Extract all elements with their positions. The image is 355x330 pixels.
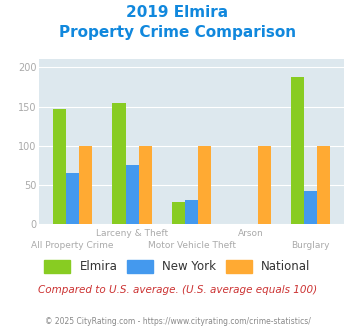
Bar (113, 103, 126, 224)
Legend: Elmira, New York, National: Elmira, New York, National (40, 255, 315, 278)
Text: Larceny & Theft: Larceny & Theft (96, 229, 168, 238)
Text: © 2025 CityRating.com - https://www.cityrating.com/crime-statistics/: © 2025 CityRating.com - https://www.city… (45, 317, 310, 326)
Text: Arson: Arson (239, 229, 264, 238)
Bar (291, 78, 304, 224)
Bar (198, 146, 211, 224)
Bar (304, 191, 317, 224)
Text: Burglary: Burglary (291, 241, 330, 250)
Bar (79, 146, 92, 224)
Text: All Property Crime: All Property Crime (31, 241, 114, 250)
Bar (66, 173, 79, 224)
Bar (53, 109, 66, 224)
Bar (172, 202, 185, 224)
Bar (126, 165, 139, 224)
Bar (185, 200, 198, 224)
Text: Motor Vehicle Theft: Motor Vehicle Theft (148, 241, 236, 250)
Text: 2019 Elmira: 2019 Elmira (126, 5, 229, 20)
Text: Property Crime Comparison: Property Crime Comparison (59, 25, 296, 40)
Bar (139, 146, 152, 224)
Text: Compared to U.S. average. (U.S. average equals 100): Compared to U.S. average. (U.S. average … (38, 285, 317, 295)
Bar (317, 146, 331, 224)
Bar (258, 146, 271, 224)
